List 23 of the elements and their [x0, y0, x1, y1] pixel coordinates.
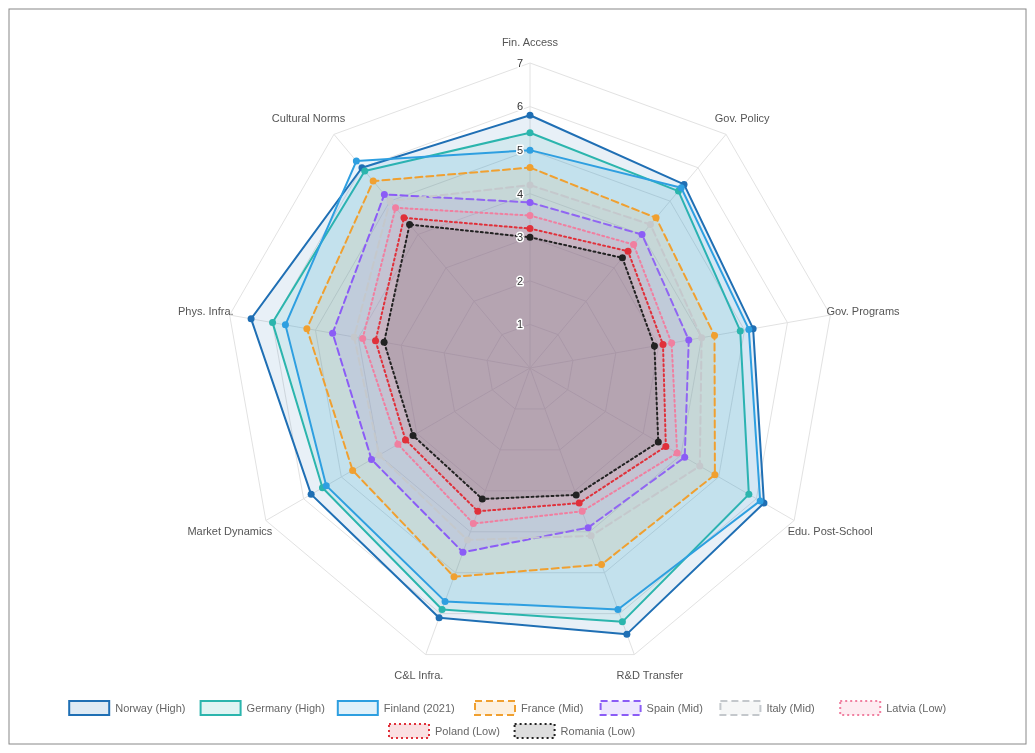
legend-label: France (Mid) — [521, 701, 584, 714]
legend-label: Spain (Mid) — [646, 701, 703, 714]
spoke-label: Cultural Norms — [271, 111, 346, 124]
spoke-label: C&L Infra. — [394, 668, 444, 681]
legend-label: Romania (Low) — [560, 724, 636, 737]
legend-label: Italy (Mid) — [766, 701, 815, 714]
spoke-label: Gov. Programs — [826, 305, 901, 318]
spoke-label: Gov. Policy — [714, 111, 771, 124]
legend-label: Germany (High) — [246, 701, 325, 714]
y-tick-label: 4 — [516, 187, 523, 200]
spoke-label: Edu. Post-School — [787, 525, 873, 538]
y-tick-label: 2 — [516, 274, 523, 287]
y-tick-label: 7 — [516, 56, 523, 69]
y-tick-label: 6 — [516, 100, 523, 113]
spoke-label: Fin. Access — [501, 35, 559, 48]
spoke-label: Market Dynamics — [187, 525, 273, 538]
legend-label: Norway (High) — [115, 701, 186, 714]
legend-label: Poland (Low) — [435, 724, 500, 737]
spoke-label: R&D Transfer — [616, 668, 684, 681]
y-tick-label: 1 — [516, 318, 523, 331]
spoke-label: Phys. Infra. — [177, 305, 234, 318]
legend-label: Finland (2021) — [383, 701, 455, 714]
legend-label: Latvia (Low) — [886, 701, 947, 714]
